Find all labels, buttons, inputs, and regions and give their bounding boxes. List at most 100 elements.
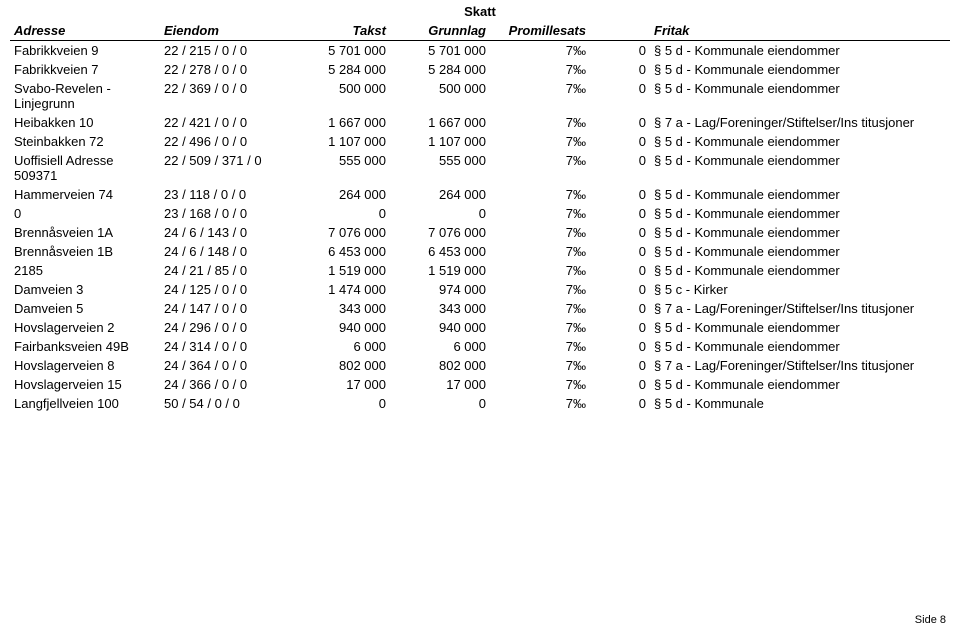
col-header-eiendom: Eiendom	[160, 21, 280, 41]
cell-grunnlag: 0	[390, 394, 490, 413]
cell-adresse: Uoffisiell Adresse 509371	[10, 151, 160, 185]
tax-table: Adresse Eiendom Takst Grunnlag Promilles…	[10, 21, 950, 413]
cell-grunnlag: 1 519 000	[390, 261, 490, 280]
cell-fritak: § 7 a - Lag/Foreninger/Stiftelser/Ins ti…	[650, 356, 950, 375]
col-header-promillesats: Promillesats	[490, 21, 590, 41]
cell-promillesats: 7‰	[490, 41, 590, 61]
cell-takst: 1 107 000	[280, 132, 390, 151]
table-row: Damveien 324 / 125 / 0 / 01 474 000974 0…	[10, 280, 950, 299]
cell-adresse: Hovslagerveien 2	[10, 318, 160, 337]
cell-takst: 5 284 000	[280, 60, 390, 79]
table-row: Fabrikkveien 922 / 215 / 0 / 05 701 0005…	[10, 41, 950, 61]
table-row: Hovslagerveien 1524 / 366 / 0 / 017 0001…	[10, 375, 950, 394]
cell-eiendom: 23 / 118 / 0 / 0	[160, 185, 280, 204]
cell-skatt: 0	[590, 185, 650, 204]
cell-grunnlag: 1 667 000	[390, 113, 490, 132]
cell-eiendom: 22 / 509 / 371 / 0	[160, 151, 280, 185]
cell-grunnlag: 555 000	[390, 151, 490, 185]
page-title: Skatt	[10, 4, 950, 19]
cell-skatt: 0	[590, 223, 650, 242]
cell-eiendom: 24 / 364 / 0 / 0	[160, 356, 280, 375]
cell-fritak: § 5 d - Kommunale eiendommer	[650, 261, 950, 280]
cell-grunnlag: 1 107 000	[390, 132, 490, 151]
cell-grunnlag: 500 000	[390, 79, 490, 113]
cell-promillesats: 7‰	[490, 375, 590, 394]
cell-fritak: § 5 d - Kommunale eiendommer	[650, 41, 950, 61]
cell-adresse: Hovslagerveien 8	[10, 356, 160, 375]
cell-promillesats: 7‰	[490, 318, 590, 337]
cell-takst: 264 000	[280, 185, 390, 204]
cell-eiendom: 24 / 21 / 85 / 0	[160, 261, 280, 280]
table-row: Heibakken 1022 / 421 / 0 / 01 667 0001 6…	[10, 113, 950, 132]
cell-skatt: 0	[590, 318, 650, 337]
cell-grunnlag: 343 000	[390, 299, 490, 318]
table-row: 023 / 168 / 0 / 0007‰0§ 5 d - Kommunale …	[10, 204, 950, 223]
cell-takst: 0	[280, 394, 390, 413]
cell-eiendom: 50 / 54 / 0 / 0	[160, 394, 280, 413]
cell-adresse: 0	[10, 204, 160, 223]
cell-grunnlag: 6 000	[390, 337, 490, 356]
cell-eiendom: 24 / 6 / 148 / 0	[160, 242, 280, 261]
cell-eiendom: 23 / 168 / 0 / 0	[160, 204, 280, 223]
cell-promillesats: 7‰	[490, 394, 590, 413]
cell-adresse: Langfjellveien 100	[10, 394, 160, 413]
cell-eiendom: 22 / 278 / 0 / 0	[160, 60, 280, 79]
cell-skatt: 0	[590, 280, 650, 299]
cell-skatt: 0	[590, 151, 650, 185]
cell-fritak: § 5 d - Kommunale eiendommer	[650, 60, 950, 79]
cell-grunnlag: 17 000	[390, 375, 490, 394]
table-row: Damveien 524 / 147 / 0 / 0343 000343 000…	[10, 299, 950, 318]
cell-fritak: § 5 d - Kommunale eiendommer	[650, 318, 950, 337]
cell-promillesats: 7‰	[490, 299, 590, 318]
cell-fritak: § 5 d - Kommunale eiendommer	[650, 375, 950, 394]
cell-adresse: Brennåsveien 1B	[10, 242, 160, 261]
cell-promillesats: 7‰	[490, 242, 590, 261]
cell-fritak: § 5 d - Kommunale eiendommer	[650, 185, 950, 204]
cell-eiendom: 22 / 496 / 0 / 0	[160, 132, 280, 151]
cell-eiendom: 24 / 125 / 0 / 0	[160, 280, 280, 299]
cell-takst: 17 000	[280, 375, 390, 394]
cell-adresse: Hammerveien 74	[10, 185, 160, 204]
cell-grunnlag: 264 000	[390, 185, 490, 204]
cell-grunnlag: 0	[390, 204, 490, 223]
cell-adresse: Fabrikkveien 7	[10, 60, 160, 79]
cell-eiendom: 24 / 314 / 0 / 0	[160, 337, 280, 356]
cell-promillesats: 7‰	[490, 204, 590, 223]
cell-adresse: Fairbanksveien 49B	[10, 337, 160, 356]
cell-grunnlag: 5 701 000	[390, 41, 490, 61]
page-number: Side 8	[915, 614, 946, 626]
cell-eiendom: 22 / 421 / 0 / 0	[160, 113, 280, 132]
cell-grunnlag: 6 453 000	[390, 242, 490, 261]
cell-takst: 6 000	[280, 337, 390, 356]
col-header-skatt	[590, 21, 650, 41]
cell-fritak: § 7 a - Lag/Foreninger/Stiftelser/Ins ti…	[650, 299, 950, 318]
cell-fritak: § 5 d - Kommunale eiendommer	[650, 242, 950, 261]
cell-skatt: 0	[590, 261, 650, 280]
cell-promillesats: 7‰	[490, 79, 590, 113]
cell-promillesats: 7‰	[490, 151, 590, 185]
cell-adresse: Hovslagerveien 15	[10, 375, 160, 394]
cell-takst: 343 000	[280, 299, 390, 318]
cell-promillesats: 7‰	[490, 113, 590, 132]
table-row: Steinbakken 7222 / 496 / 0 / 01 107 0001…	[10, 132, 950, 151]
cell-grunnlag: 7 076 000	[390, 223, 490, 242]
cell-takst: 1 519 000	[280, 261, 390, 280]
cell-fritak: § 5 d - Kommunale eiendommer	[650, 204, 950, 223]
cell-takst: 1 667 000	[280, 113, 390, 132]
cell-fritak: § 5 d - Kommunale eiendommer	[650, 337, 950, 356]
cell-promillesats: 7‰	[490, 280, 590, 299]
cell-takst: 1 474 000	[280, 280, 390, 299]
cell-adresse: Brennåsveien 1A	[10, 223, 160, 242]
cell-fritak: § 7 a - Lag/Foreninger/Stiftelser/Ins ti…	[650, 113, 950, 132]
table-row: Hammerveien 7423 / 118 / 0 / 0264 000264…	[10, 185, 950, 204]
cell-skatt: 0	[590, 375, 650, 394]
table-row: Uoffisiell Adresse 50937122 / 509 / 371 …	[10, 151, 950, 185]
cell-eiendom: 24 / 6 / 143 / 0	[160, 223, 280, 242]
cell-skatt: 0	[590, 337, 650, 356]
table-row: 218524 / 21 / 85 / 01 519 0001 519 0007‰…	[10, 261, 950, 280]
cell-adresse: Damveien 5	[10, 299, 160, 318]
col-header-grunnlag: Grunnlag	[390, 21, 490, 41]
cell-skatt: 0	[590, 299, 650, 318]
cell-skatt: 0	[590, 41, 650, 61]
cell-fritak: § 5 d - Kommunale	[650, 394, 950, 413]
